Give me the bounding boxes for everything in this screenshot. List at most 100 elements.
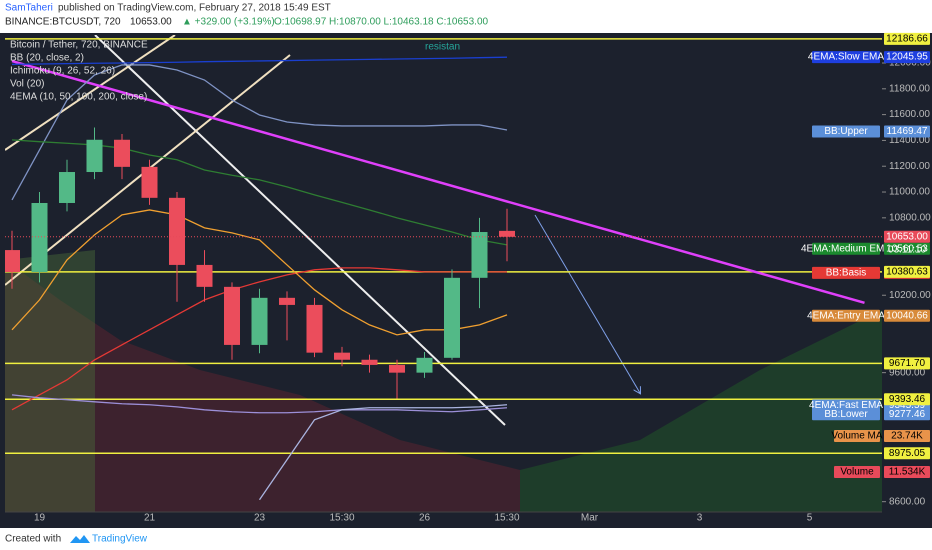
indicator-line	[258, 404, 508, 501]
indicator-line	[11, 209, 508, 336]
y-tick-label: 8600.00	[889, 496, 926, 507]
price-badge: 9393.46	[884, 393, 930, 406]
y-tick-label: 11400.00	[889, 135, 930, 146]
badge-text: 4EMA:Slow EMA	[808, 52, 884, 63]
indicator-line	[11, 267, 507, 411]
x-tick-label: 3	[697, 513, 703, 524]
price-badge: 4EMA:Medium EMA	[801, 242, 891, 255]
price-badge: Volume	[834, 466, 880, 478]
change: ▲ +329.00 (+3.19%)	[182, 17, 275, 28]
footer-brand[interactable]: TradingView	[92, 534, 148, 545]
plot	[5, 38, 882, 501]
price-badge: 9671.70	[884, 357, 930, 370]
badge-bg	[834, 430, 880, 442]
candle-body	[59, 172, 75, 203]
badge-text: 12186.66	[886, 34, 928, 45]
badge-bg	[884, 309, 930, 322]
footer-text: Created with	[5, 534, 61, 545]
price-badge: 4EMA:Entry EMA	[807, 309, 885, 322]
price-badge: BB:Basis	[812, 266, 880, 279]
price-badge: 10653.00	[884, 230, 930, 243]
badge-text: BB:Upper	[824, 126, 868, 137]
price-badge: 10560.53	[884, 242, 930, 255]
badge-bg	[884, 125, 930, 138]
y-tick-label: 12000.00	[889, 58, 931, 69]
candle-body	[5, 250, 20, 273]
price-badge: 12045.95	[884, 51, 930, 64]
ichimoku-cloud	[520, 310, 882, 512]
price-badge: 23.74K	[884, 430, 930, 442]
price: 10653.00	[130, 17, 172, 28]
badge-text: 4EMA:Medium EMA	[801, 243, 891, 254]
candle-body	[416, 357, 433, 373]
annotation: resistan	[425, 42, 460, 53]
badge-text: 12045.95	[886, 52, 928, 63]
legend-text: 4EMA (10, 50, 100, 200, close)	[10, 92, 147, 103]
ichimoku-cloud	[5, 250, 95, 512]
x-tick-label: 23	[254, 513, 266, 524]
badge-bg	[812, 408, 880, 421]
trendline	[11, 59, 865, 305]
legend-text: Bitcoin / Tether, 720, BINANCE	[10, 40, 148, 51]
badge-bg	[884, 430, 930, 442]
logo	[70, 535, 90, 543]
candle-body	[31, 202, 48, 273]
badge-text: 9277.46	[889, 409, 926, 420]
candle-body	[444, 277, 460, 358]
price-badge: 9277.46	[884, 408, 930, 421]
price-badge: 11469.47	[884, 125, 930, 138]
candle-body	[141, 166, 158, 198]
indicator-line	[11, 56, 508, 65]
footer	[0, 528, 932, 550]
candle-body	[499, 230, 515, 237]
badge-text: Volume	[840, 467, 874, 478]
author: SamTaheri	[5, 3, 53, 14]
ichimoku-cloud	[5, 260, 520, 512]
badge-text: 8975.05	[889, 448, 926, 459]
badge-bg	[884, 447, 930, 460]
price-axis	[882, 33, 932, 528]
badge-text: 10653.00	[886, 231, 928, 242]
candle-body	[334, 352, 350, 360]
price-badge: 4EMA:Slow EMA	[808, 51, 884, 64]
candle-body	[86, 139, 103, 173]
candle-body	[389, 364, 405, 373]
badge-bg	[812, 309, 880, 322]
candle-body	[471, 232, 488, 278]
price-badge: 12186.66	[884, 32, 930, 45]
x-tick-label: 15:30	[329, 513, 354, 524]
countdown: 03:11:10	[888, 244, 927, 255]
candle-body	[279, 297, 295, 305]
badge-bg	[884, 51, 930, 64]
badge-text: 9671.70	[889, 358, 926, 369]
x-tick-label: 15:30	[494, 513, 519, 524]
drawn-line	[94, 35, 506, 426]
x-tick-label: 19	[34, 513, 46, 524]
price-badge: BB:Lower	[812, 408, 880, 421]
drawn-line	[5, 35, 176, 151]
badge-bg	[884, 408, 930, 421]
x-tick-label: 21	[144, 513, 156, 524]
badge-text: BB:Basis	[826, 267, 867, 278]
badge-text: BB:Lower	[824, 409, 868, 420]
badge-text: 4EMA:Entry EMA	[807, 310, 885, 321]
candle-body	[361, 359, 378, 365]
y-tick-label: 10200.00	[889, 290, 931, 301]
y-tick-label: 11200.00	[889, 161, 930, 172]
badge-bg	[884, 32, 930, 45]
candle-body	[169, 197, 185, 265]
badge-bg	[884, 393, 930, 406]
badge-text: 10560.53	[886, 243, 928, 254]
ohlc: O:10698.97 H:10870.00 L:10463.18 C:10653…	[274, 17, 489, 28]
badge-text: 11.534K	[889, 467, 926, 478]
x-tick-label: 26	[419, 513, 431, 524]
badge-text: 10380.63	[886, 267, 928, 278]
price-badge: 10040.66	[884, 309, 930, 322]
candle-body	[251, 297, 268, 345]
badge-bg	[884, 466, 930, 478]
legend-text: Vol (20)	[10, 79, 44, 90]
x-tick-label: Mar	[581, 513, 599, 524]
badge-text: 23.74K	[891, 431, 923, 442]
badge-bg	[884, 230, 930, 243]
